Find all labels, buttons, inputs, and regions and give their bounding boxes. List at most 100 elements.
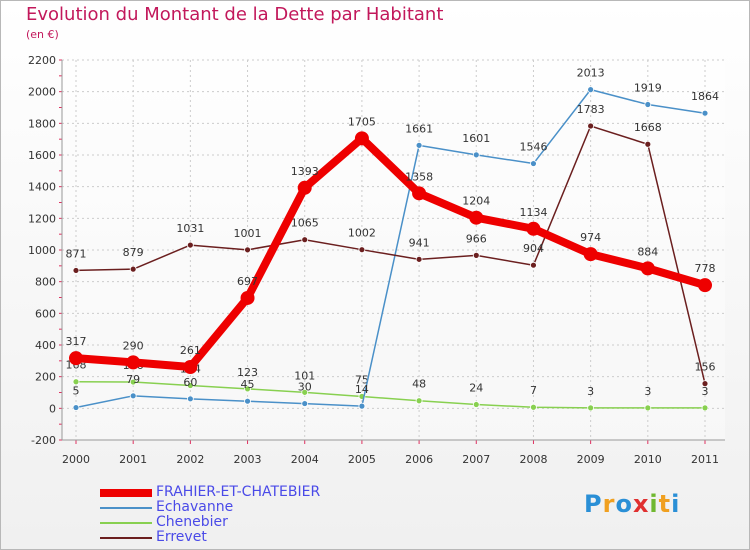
- data-point: [526, 221, 541, 236]
- legend-item-errevet: Errevet: [100, 530, 320, 545]
- data-point: [583, 247, 598, 262]
- data-point: [72, 378, 80, 386]
- data-label: 974: [580, 231, 601, 244]
- data-label: 156: [695, 361, 716, 374]
- data-label: 1001: [234, 227, 262, 240]
- legend-item-frahier: FRAHIER-ET-CHATEBIER: [100, 485, 320, 500]
- y-tick-label: 1000: [28, 244, 56, 257]
- data-label: 317: [66, 335, 87, 348]
- y-tick-label: 600: [35, 307, 56, 320]
- data-point: [129, 265, 137, 273]
- data-label: 30: [298, 381, 312, 394]
- x-tick-label: 2011: [691, 453, 719, 466]
- data-label: 3: [644, 385, 651, 398]
- data-point: [644, 101, 652, 108]
- data-point: [415, 397, 423, 405]
- data-point: [244, 246, 251, 254]
- data-label: 79: [126, 373, 140, 386]
- data-point: [587, 122, 595, 130]
- data-point: [244, 397, 251, 405]
- data-label: 884: [637, 245, 658, 258]
- x-tick-label: 2001: [119, 453, 147, 466]
- y-tick-label: 1400: [28, 181, 56, 194]
- data-point: [472, 151, 480, 159]
- data-point: [69, 351, 83, 366]
- data-point: [469, 210, 484, 225]
- data-label: 1705: [348, 115, 376, 128]
- legend-label: FRAHIER-ET-CHATEBIER: [156, 484, 321, 500]
- y-tick-label: 200: [35, 371, 56, 384]
- x-tick-label: 2007: [462, 453, 490, 466]
- data-point: [129, 378, 137, 386]
- data-point: [530, 160, 537, 167]
- data-label: 1031: [176, 222, 204, 235]
- data-label: 941: [409, 236, 430, 249]
- data-label: 1393: [291, 165, 319, 178]
- data-label: 123: [237, 366, 258, 379]
- data-point: [415, 141, 423, 149]
- x-tick-label: 2005: [348, 453, 376, 466]
- series-line-chenebier: [75, 380, 706, 409]
- data-point: [701, 380, 709, 388]
- data-point: [240, 290, 255, 305]
- legend-swatch: [100, 488, 152, 497]
- data-point: [301, 400, 309, 407]
- data-point: [644, 140, 652, 148]
- y-tick-label: 0: [49, 402, 56, 415]
- data-label: 290: [123, 339, 144, 352]
- data-point: [530, 403, 537, 411]
- legend-label: Echavanne: [156, 499, 234, 515]
- data-point: [472, 401, 480, 408]
- data-label: 14: [355, 383, 369, 396]
- data-point: [126, 355, 141, 370]
- x-tick-label: 2006: [405, 453, 433, 466]
- data-label: 24: [469, 382, 483, 395]
- data-label: 101: [294, 369, 315, 382]
- series-line-echavanne: [75, 88, 706, 409]
- legend-swatch: [100, 521, 152, 524]
- data-label: 5: [73, 385, 80, 398]
- data-point: [358, 402, 366, 410]
- data-label: 3: [702, 385, 709, 398]
- x-tick-label: 2010: [634, 453, 662, 466]
- data-label: 1661: [405, 122, 433, 135]
- data-point: [530, 261, 537, 269]
- x-tick-label: 2000: [62, 453, 90, 466]
- y-tick-label: -200: [31, 434, 56, 447]
- data-point: [186, 382, 194, 389]
- proxiti-logo: Proxiti: [584, 490, 681, 518]
- data-label: 871: [66, 247, 87, 260]
- x-tick-label: 2004: [291, 453, 319, 466]
- x-tick-label: 2003: [234, 453, 262, 466]
- data-point: [701, 109, 709, 117]
- data-label: 1864: [691, 90, 719, 103]
- data-label: 1601: [462, 132, 490, 145]
- y-tick-label: 400: [35, 339, 56, 352]
- data-point: [297, 180, 312, 195]
- data-point: [72, 404, 80, 411]
- data-label: 261: [180, 344, 201, 357]
- series-line-errevet: [75, 125, 706, 385]
- chart-legend: FRAHIER-ET-CHATEBIER Echavanne Chenebier…: [100, 485, 320, 545]
- data-point: [183, 360, 198, 375]
- legend-item-chenebier: Chenebier: [100, 515, 320, 530]
- data-point: [358, 246, 366, 254]
- x-tick-label: 2002: [176, 453, 204, 466]
- data-point: [587, 404, 595, 412]
- data-point: [415, 255, 423, 263]
- series-line-frahier-et-chatebier: [72, 134, 709, 372]
- data-label: 60: [183, 376, 197, 389]
- data-label: 45: [241, 378, 255, 391]
- data-point: [72, 267, 80, 274]
- chart-title: Evolution du Montant de la Dette par Hab…: [26, 4, 444, 25]
- data-point: [129, 392, 137, 400]
- data-label: 1358: [405, 170, 433, 183]
- data-point: [472, 251, 480, 259]
- data-point: [186, 395, 194, 403]
- data-point: [644, 404, 652, 412]
- data-point: [186, 241, 194, 249]
- x-tick-label: 2009: [577, 453, 605, 466]
- data-point: [701, 404, 709, 412]
